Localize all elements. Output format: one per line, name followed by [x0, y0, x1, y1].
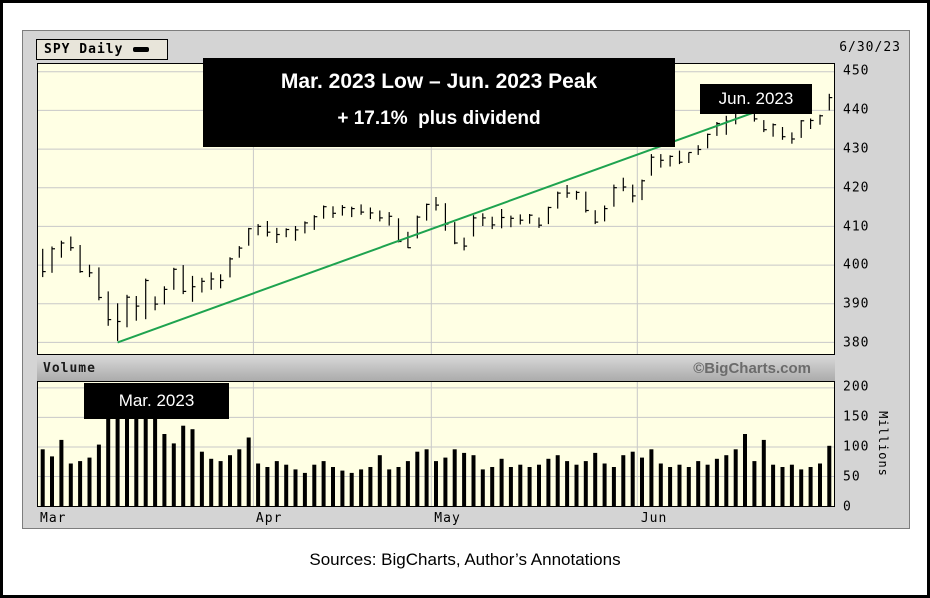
x-axis-month-label: Jun: [640, 511, 668, 526]
price-axis-tick: 390: [843, 296, 870, 312]
volume-header-bar: Volume ©BigCharts.com: [37, 355, 835, 381]
annotation-title-box: Mar. 2023 Low – Jun. 2023 Peak + 17.1% p…: [203, 58, 675, 147]
volume-axis-tick: 0: [843, 499, 852, 515]
volume-title: Volume: [43, 360, 96, 376]
price-axis-tick: 420: [843, 180, 870, 196]
x-axis-month-label: Mar: [40, 511, 67, 526]
volume-units-label: Millions: [876, 411, 891, 477]
volume-chart-svg: [38, 382, 834, 506]
annotation-title-line2: + 17.1% plus dividend: [337, 108, 541, 129]
price-y-axis: 450 440 430 420 410 400 390 380: [839, 63, 907, 355]
annotation-jun-label: Jun. 2023: [700, 84, 812, 114]
symbol-legend-label: SPY Daily: [44, 42, 124, 57]
price-axis-tick: 380: [843, 335, 870, 351]
chart-date-label: 6/30/23: [839, 40, 901, 55]
x-axis-month-label: Apr: [255, 511, 283, 526]
sources-caption: Sources: BigCharts, Author’s Annotations: [309, 550, 621, 569]
volume-y-axis: Millions 200 150 100 50 0: [839, 379, 907, 515]
symbol-legend: SPY Daily: [36, 39, 168, 60]
x-axis: Mar Apr May Jun: [37, 509, 835, 529]
x-axis-month-label: May: [434, 511, 461, 526]
volume-axis-tick: 150: [843, 409, 870, 425]
price-axis-tick: 430: [843, 141, 870, 157]
volume-axis-tick: 200: [843, 379, 870, 395]
annotation-title-line1: Mar. 2023 Low – Jun. 2023 Peak: [280, 70, 598, 93]
price-axis-tick: 440: [843, 102, 870, 118]
legend-line-icon: [133, 47, 150, 52]
price-axis-tick: 410: [843, 219, 870, 235]
price-axis-tick: 400: [843, 257, 870, 273]
bigcharts-copyright: ©BigCharts.com: [693, 359, 811, 377]
price-axis-tick: 450: [843, 63, 870, 79]
annotation-mar-label: Mar. 2023: [84, 383, 229, 419]
volume-axis-tick: 100: [843, 439, 870, 455]
chart-frame: SPY Daily 6/30/23 450 440 430 420 410 400 390 3…: [22, 30, 910, 529]
volume-axis-tick: 50: [843, 469, 861, 485]
